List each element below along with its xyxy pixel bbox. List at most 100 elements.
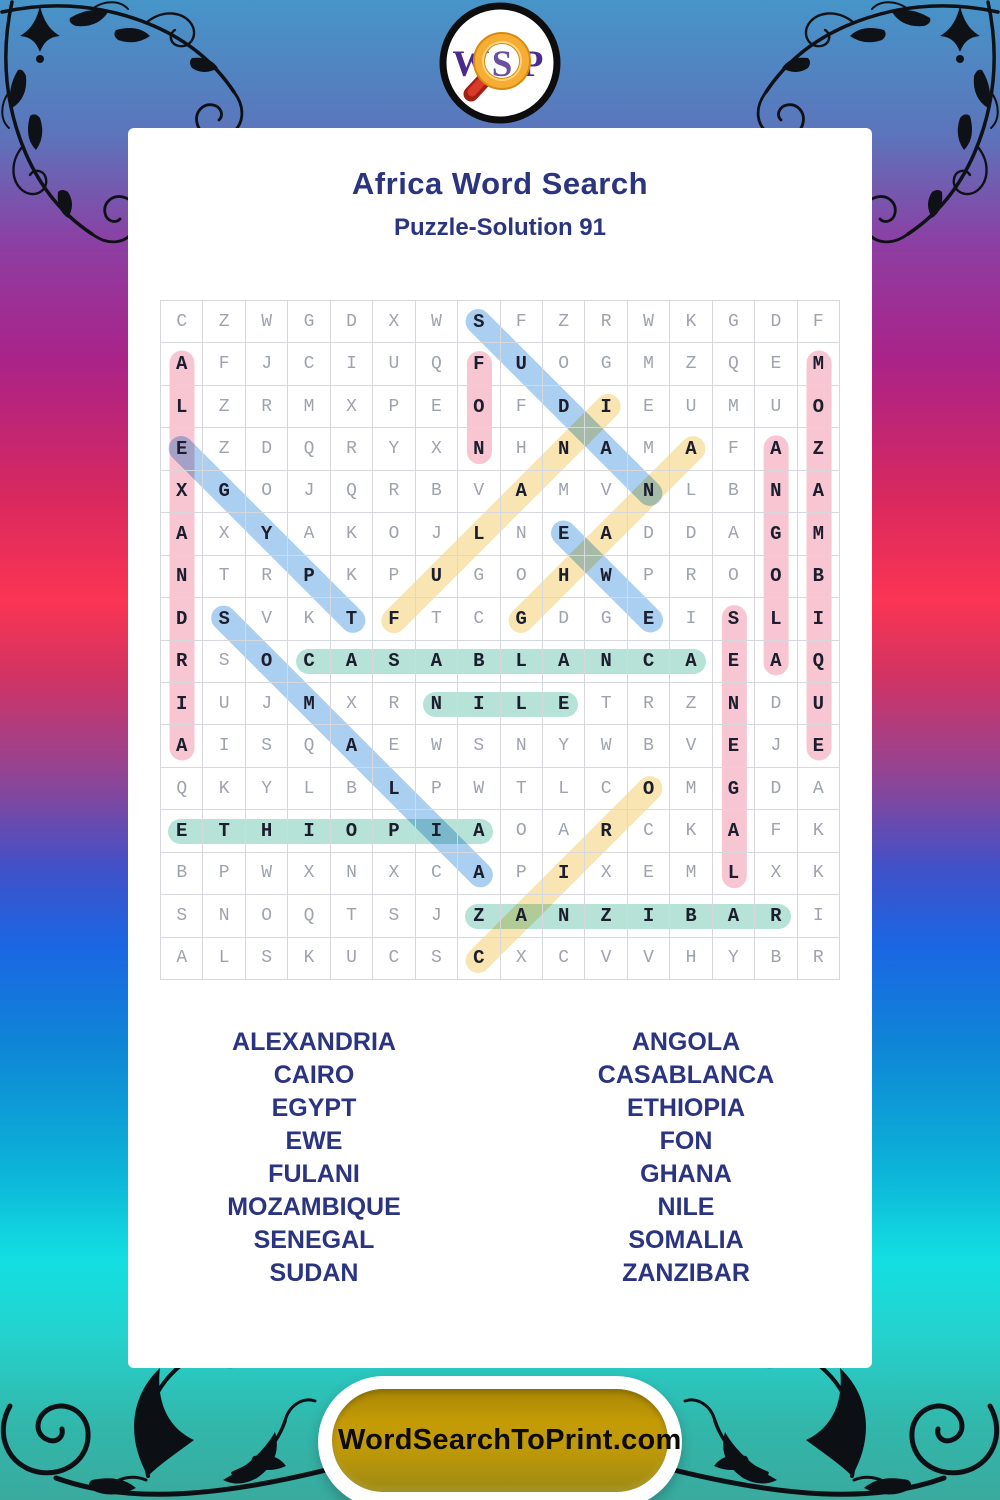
grid-cell: L [161, 385, 204, 429]
word-list-item: ANGOLA [631, 1028, 741, 1056]
grid-cell: K [330, 555, 374, 599]
grid-cell: Y [542, 725, 586, 768]
grid-cell: H [670, 937, 713, 980]
word-list-right-column: ANGOLA CASABLANCA ETHIOPIA FON GHANA NILE SOMA… [500, 1026, 872, 1290]
grid-cell: L [670, 470, 713, 514]
word-list-item: SENEGAL [253, 1226, 375, 1254]
grid-cell: B [161, 852, 204, 896]
word-highlight-zanzibar [465, 904, 791, 930]
grid-cell: K [330, 513, 374, 556]
grid-cell: G [585, 343, 628, 386]
grid-cell: O [712, 555, 756, 599]
grid-cell: P [373, 385, 416, 429]
grid-cell: K [203, 767, 246, 811]
grid-cell: X [585, 852, 628, 896]
grid-cell: D [161, 598, 204, 641]
grid-cell: N [458, 428, 501, 471]
grid-cell: N [712, 682, 756, 726]
grid-cell: Y [373, 428, 416, 471]
grid-cell: X [500, 937, 543, 980]
grid-cell: B [330, 767, 374, 811]
grid-cell: S [245, 937, 289, 980]
grid-cell: R [627, 682, 671, 726]
grid-cell: U [415, 555, 459, 599]
grid-cell: O [500, 810, 543, 853]
grid-cell: K [670, 301, 713, 344]
grid-cell: W [585, 725, 628, 768]
grid-cell: B [415, 470, 459, 514]
grid-cell: S [712, 598, 756, 641]
grid-cell: O [330, 810, 374, 853]
grid-cell: K [288, 598, 331, 641]
grid-cell: O [500, 555, 543, 599]
grid-cell: O [245, 640, 289, 683]
grid-cell: O [755, 555, 798, 599]
grid-cell: Q [415, 343, 459, 386]
grid-cell: U [797, 682, 840, 726]
grid-cell: W [245, 301, 289, 344]
grid-cell: M [542, 470, 586, 514]
grid-cell: M [627, 343, 671, 386]
word-highlight-nile [422, 691, 579, 717]
grid-cell: G [458, 555, 501, 599]
grid-cell: O [542, 343, 586, 386]
grid-cell: D [755, 301, 798, 344]
grid-cell: F [712, 428, 756, 471]
grid-cell: U [203, 682, 246, 726]
grid-cell: J [755, 725, 798, 768]
grid-cell: T [415, 598, 459, 641]
grid-cell: S [458, 301, 501, 344]
word-list-item: FULANI [268, 1160, 360, 1188]
grid-cell: C [288, 343, 331, 386]
grid-cell: R [585, 810, 628, 853]
grid-cell: I [203, 725, 246, 768]
grid-cell: F [458, 343, 501, 386]
grid-cell: P [203, 852, 246, 896]
grid-cell: J [415, 513, 459, 556]
grid-cell: A [330, 640, 374, 683]
grid-cell: Q [797, 640, 840, 683]
grid-cell: O [627, 767, 671, 811]
grid-cell: I [161, 682, 204, 726]
grid-cell: V [627, 937, 671, 980]
grid-cell: A [415, 640, 459, 683]
grid-cell: G [755, 513, 798, 556]
grid-cell: F [755, 810, 798, 853]
grid-cell: M [288, 385, 331, 429]
grid-cell: L [458, 513, 501, 556]
word-list-item: CAIRO [273, 1061, 355, 1089]
grid-cell: I [670, 598, 713, 641]
grid-cell: T [330, 895, 374, 938]
grid-cell: X [373, 852, 416, 896]
grid-cell: D [542, 598, 586, 641]
grid-cell: M [712, 385, 756, 429]
grid-cell: A [161, 937, 204, 980]
grid-cell: R [755, 895, 798, 938]
grid-cell: Q [330, 470, 374, 514]
grid-cell: C [585, 767, 628, 811]
grid-cell: E [542, 682, 586, 726]
grid-cell: H [500, 428, 543, 471]
word-list-item: SUDAN [269, 1259, 359, 1287]
grid-cell: C [161, 301, 204, 344]
grid-cell: K [288, 937, 331, 980]
grid-cell: I [542, 852, 586, 896]
grid-cell: N [500, 725, 543, 768]
grid-cell: S [458, 725, 501, 768]
grid-cell: S [203, 598, 246, 641]
grid-cell: G [500, 598, 543, 641]
grid-cell: M [288, 682, 331, 726]
grid-cell: U [500, 343, 543, 386]
grid-cell: V [245, 598, 289, 641]
grid-cell: N [542, 428, 586, 471]
grid-cell: C [415, 852, 459, 896]
grid-cell: M [627, 428, 671, 471]
grid-cell: B [458, 640, 501, 683]
grid-cell: A [288, 513, 331, 556]
grid-cell: Z [542, 301, 586, 344]
grid-cell: Z [797, 428, 840, 471]
grid-cell: Q [288, 428, 331, 471]
grid-cell: O [245, 470, 289, 514]
website-button[interactable]: WordSearchToPrint.com [332, 1389, 681, 1492]
